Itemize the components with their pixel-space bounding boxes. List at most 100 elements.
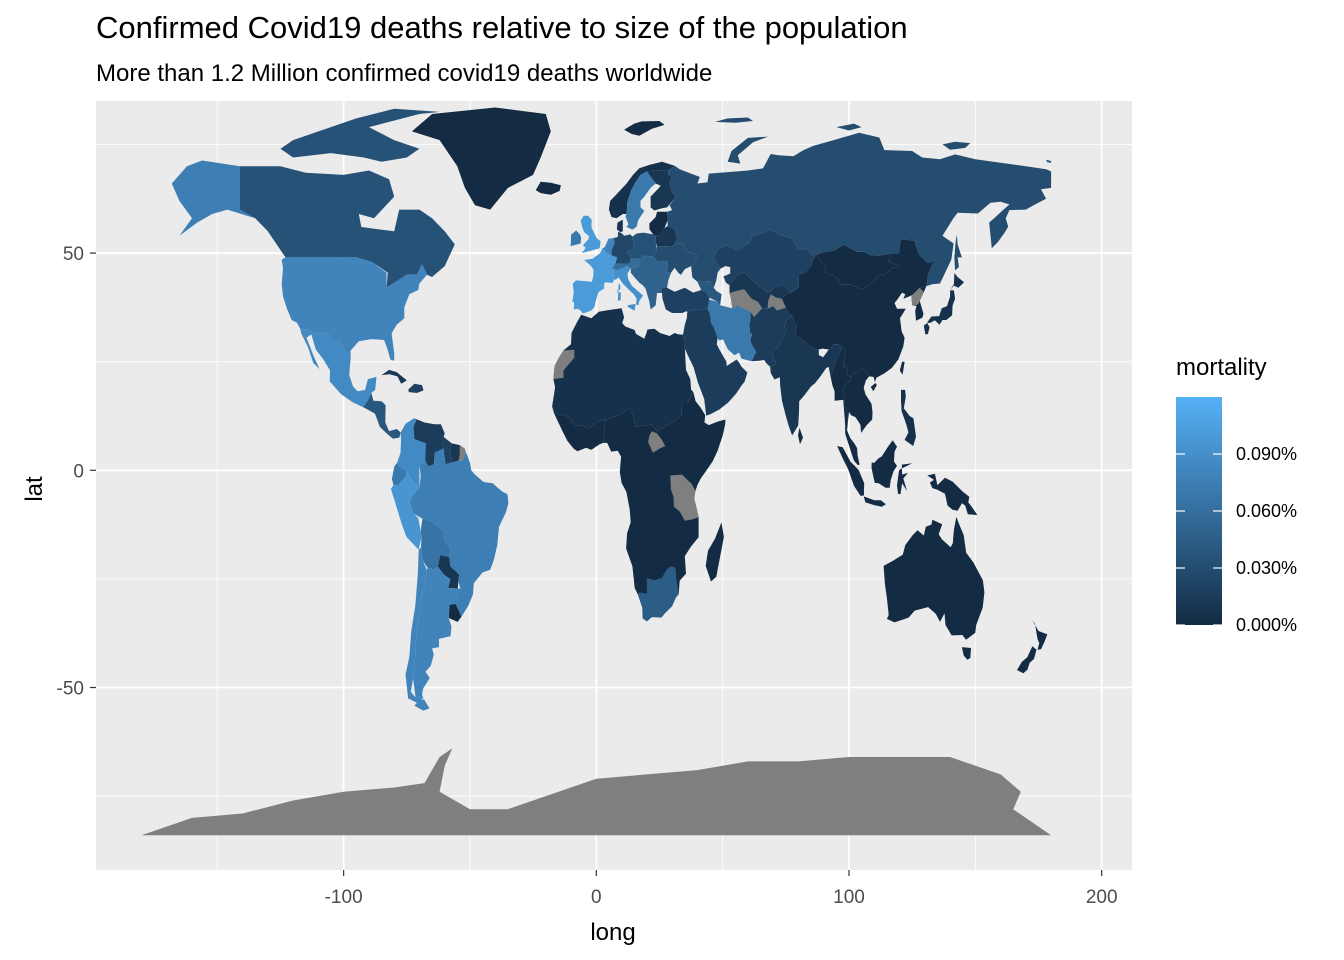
region-sulawesi: [897, 463, 913, 495]
region-peru: [390, 470, 422, 550]
region-iceland: [535, 181, 561, 195]
region-central-east-africa: [603, 392, 726, 618]
region-tierra-del-fuego: [414, 699, 430, 711]
region-india: [770, 316, 843, 436]
region-united-states: [281, 257, 427, 361]
region-wrangel-island: [1046, 159, 1052, 163]
region-new-guinea: [927, 473, 978, 515]
region-new-zealand-south: [1017, 646, 1037, 674]
region-russia: [667, 132, 1052, 288]
x-axis: -100 0 100 200: [325, 870, 1118, 908]
region-cuba: [381, 369, 407, 384]
region-caucasus: [697, 281, 722, 306]
region-turkmenistan: [729, 289, 763, 317]
region-colombia: [397, 418, 426, 488]
region-svalbard: [624, 121, 665, 136]
region-hainan: [870, 383, 877, 392]
x-tick-label: 100: [833, 887, 865, 908]
map-regions: [141, 107, 1052, 836]
region-belgium-netherlands: [602, 237, 615, 256]
region-myanmar: [830, 347, 852, 428]
region-new-zealand-north: [1032, 620, 1048, 650]
region-argentina: [413, 566, 461, 698]
legend-tick-label: 0.000%: [1236, 615, 1297, 635]
region-north-korea: [911, 287, 924, 307]
region-mexico: [300, 329, 377, 408]
legend-tick-label: 0.060%: [1236, 501, 1297, 521]
x-tick-label: 200: [1086, 887, 1118, 908]
region-chile: [405, 547, 427, 704]
region-belarus: [655, 226, 678, 247]
region-france: [584, 248, 617, 287]
region-iberian-peninsula: [572, 280, 605, 314]
region-venezuela: [413, 418, 445, 467]
region-north-africa: [552, 308, 694, 432]
region-java: [863, 496, 886, 507]
region-sumatra: [837, 446, 865, 496]
region-japan-hokkaido: [950, 273, 964, 290]
region-baltics: [649, 211, 668, 236]
region-brazil: [409, 447, 509, 617]
chart-subtitle: More than 1.2 Million confirmed covid19 …: [96, 60, 713, 87]
region-severnaya-zemlya: [836, 123, 862, 131]
region-borneo: [871, 440, 897, 488]
region-tasmania: [961, 647, 971, 660]
region-australia: [883, 516, 985, 640]
region-french-guiana: [458, 445, 466, 461]
region-taiwan: [899, 361, 905, 375]
region-west-africa-coast: [553, 412, 606, 452]
region-franz-josef-land: [715, 117, 753, 123]
legend-title: mortality: [1176, 354, 1267, 381]
region-ireland: [570, 230, 582, 247]
y-tick-label: 0: [73, 461, 84, 482]
region-turkey: [662, 287, 710, 313]
region-finland: [646, 170, 676, 211]
region-italy: [613, 266, 644, 306]
region-ecuador: [391, 462, 407, 486]
region-paraguay: [437, 555, 460, 589]
region-china: [782, 239, 937, 383]
x-axis-title: long: [590, 919, 635, 946]
x-tick-label: -100: [325, 887, 363, 908]
legend-tick-label: 0.090%: [1236, 444, 1297, 464]
region-canadian-arctic-islands: [280, 108, 440, 162]
region-uruguay: [448, 601, 462, 622]
region-suriname: [450, 443, 460, 463]
region-bangladesh: [818, 355, 831, 377]
x-tick-label: 0: [591, 887, 602, 908]
region-guyana: [440, 434, 452, 465]
region-madagascar: [705, 522, 724, 582]
region-ukraine: [653, 243, 698, 275]
region-sardinia-corsica: [617, 283, 621, 301]
region-novaya-zemlya: [727, 136, 769, 164]
region-balkans: [630, 255, 671, 310]
region-poland-czechia: [627, 232, 657, 260]
region-central-african-republic: [648, 431, 666, 453]
region-antarctica: [141, 748, 1052, 836]
region-sicily: [627, 303, 636, 311]
y-tick-label: -50: [57, 679, 84, 700]
region-mongolia: [816, 244, 899, 290]
region-philippines: [901, 389, 916, 446]
region-sweden: [625, 171, 656, 230]
chart-title: Confirmed Covid19 deaths relative to siz…: [96, 10, 908, 45]
region-western-sahara: [553, 349, 575, 380]
region-nepal-tajik-unreported: [767, 294, 786, 311]
region-greenland: [411, 107, 551, 210]
region-indochina: [842, 368, 873, 466]
region-japan-honshu: [927, 290, 956, 325]
region-denmark: [616, 219, 623, 233]
region-tanzania: [670, 474, 699, 521]
y-tick-label: 50: [63, 244, 84, 265]
region-afghanistan-pakistan: [749, 306, 793, 367]
region-great-britain: [580, 215, 601, 254]
region-alaska: [171, 160, 256, 236]
region-switzerland-austria: [611, 258, 640, 271]
region-sakhalin: [954, 234, 962, 271]
region-kazakhstan: [713, 229, 817, 293]
region-germany: [611, 231, 635, 264]
region-norway: [608, 161, 675, 219]
region-sri-lanka: [798, 427, 803, 445]
y-axis-title: lat: [21, 476, 48, 502]
